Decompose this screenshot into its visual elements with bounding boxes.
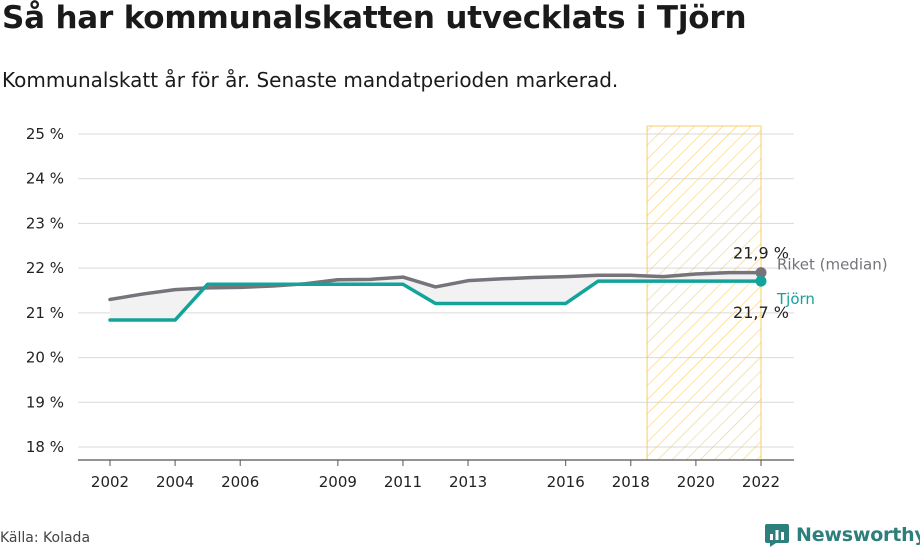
riket-median-end-point (755, 267, 767, 279)
tjorn-value-label: 21,7 % (733, 303, 789, 322)
y-tick-label: 23 % (26, 214, 64, 232)
source-note: Källa: Kolada (0, 530, 91, 546)
brand-name: Newsworthy (796, 524, 920, 546)
x-tick-label: 2013 (449, 473, 487, 491)
series-lines (108, 267, 767, 322)
highlight-band (646, 125, 762, 461)
x-tick-label: 2016 (547, 473, 585, 491)
chart-bubble-icon (765, 524, 789, 547)
tjorn-series-label: Tjörn (776, 290, 815, 308)
x-tick-label: 2011 (384, 473, 422, 491)
x-tick-label: 2004 (156, 473, 194, 491)
x-tick-label: 2020 (677, 473, 715, 491)
newsworthy-logo[interactable]: Newsworthy (764, 520, 920, 550)
tjorn-end-point (755, 275, 767, 287)
y-tick-label: 22 % (26, 259, 64, 277)
chart-title: Så har kommunalskatten utvecklats i Tjör… (2, 0, 747, 36)
riket-median-line (108, 270, 763, 302)
x-tick-label: 2002 (91, 473, 129, 491)
x-tick-label: 2006 (221, 473, 259, 491)
y-tick-label: 24 % (26, 170, 64, 188)
x-axis: 2002 2004 2006 2009 2011 2013 2016 2018 2020 2022 (78, 459, 794, 491)
y-tick-label: 19 % (26, 393, 64, 411)
y-tick-label: 18 % (26, 438, 64, 456)
y-tick-label: 21 % (26, 304, 64, 322)
chart-subtitle: Kommunalskatt år för år. Senaste mandatp… (2, 68, 619, 92)
tjorn-line (108, 279, 763, 322)
x-tick-label: 2009 (319, 473, 357, 491)
x-tick-label: 2018 (612, 473, 650, 491)
riket-series-label: Riket (median) (777, 256, 888, 274)
riket-value-label: 21,9 % (733, 244, 789, 263)
x-tick-label: 2022 (742, 473, 780, 491)
y-tick-label: 20 % (26, 349, 64, 367)
highlight-period (646, 125, 762, 461)
y-tick-label: 25 % (26, 125, 64, 143)
end-labels: Riket (median) Tjörn 21,9 % 21,7 % (733, 244, 888, 322)
